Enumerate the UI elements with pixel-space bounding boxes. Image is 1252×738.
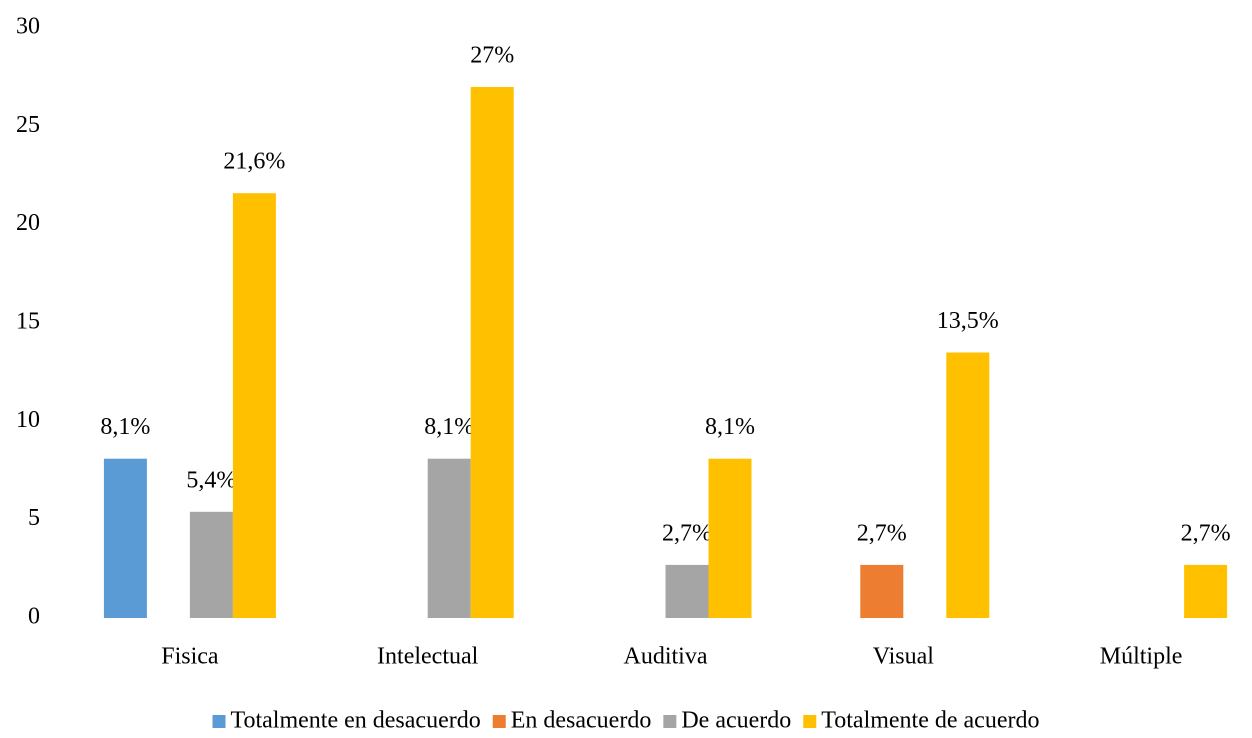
bar [708, 458, 752, 618]
y-tick-label: 0 [28, 604, 40, 630]
bar [860, 564, 904, 618]
bar [665, 564, 709, 618]
data-label: 2,7% [1181, 520, 1231, 546]
data-label: 27% [470, 43, 514, 69]
bar [1184, 564, 1228, 618]
x-tick-label: Fisica [161, 644, 219, 670]
bar [103, 458, 147, 618]
legend-label: De acuerdo [681, 708, 791, 734]
bar [189, 511, 233, 618]
x-tick-label: Auditiva [624, 644, 708, 670]
legend-swatch [212, 715, 226, 728]
y-tick-label: 5 [28, 505, 40, 531]
legend-label: En desacuerdo [511, 708, 652, 734]
y-tick-label: 30 [16, 14, 40, 40]
data-label: 2,7% [662, 520, 712, 546]
data-label: 13,5% [937, 308, 999, 334]
x-tick-label: Intelectual [377, 644, 479, 670]
y-tick-label: 10 [16, 407, 40, 433]
legend-label: Totalmente en desacuerdo [231, 708, 481, 734]
y-tick-label: 20 [16, 210, 40, 236]
bar [946, 352, 990, 618]
legend-swatch [492, 715, 506, 728]
x-tick-label: Múltiple [1100, 644, 1183, 670]
y-tick-label: 15 [16, 309, 40, 335]
data-label: 8,1% [705, 414, 755, 440]
legend-label: Totalmente de acuerdo [821, 708, 1039, 734]
bar [470, 87, 514, 618]
legend-swatch [803, 715, 817, 728]
x-tick-label: Visual [873, 644, 935, 670]
data-label: 8,1% [100, 414, 150, 440]
y-tick-label: 25 [16, 112, 40, 138]
bar [427, 458, 471, 618]
data-label: 8,1% [424, 414, 474, 440]
data-label: 2,7% [857, 520, 907, 546]
data-label: 21,6% [223, 149, 285, 175]
legend-swatch [663, 715, 677, 728]
bar [232, 193, 276, 618]
data-label: 5,4% [186, 467, 236, 493]
